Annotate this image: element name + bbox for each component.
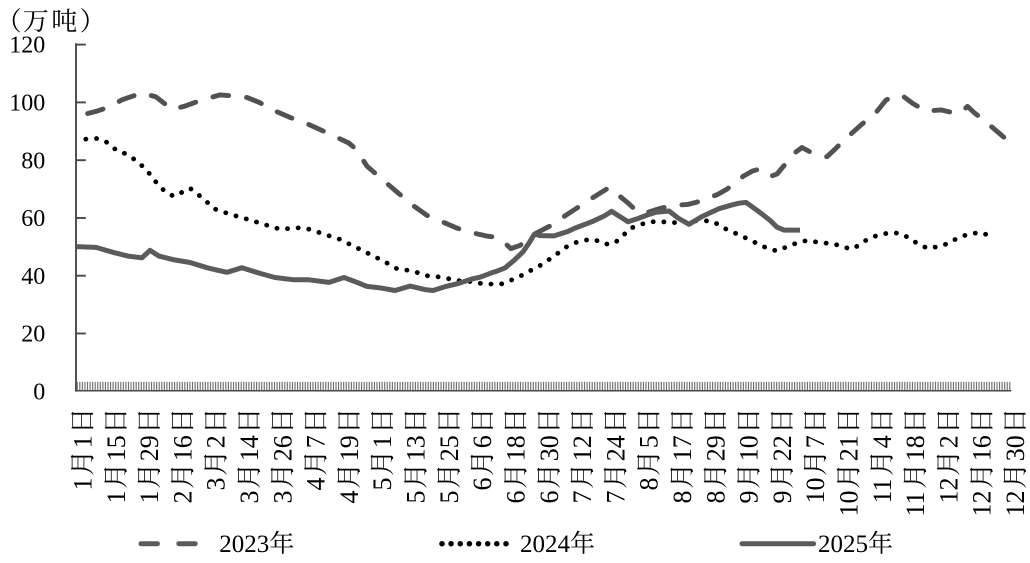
svg-text:1: 1: [102, 491, 131, 504]
svg-text:20: 20: [21, 322, 45, 348]
svg-text:11: 11: [901, 491, 930, 516]
svg-text:0: 0: [33, 379, 45, 405]
svg-text:8: 8: [635, 478, 664, 491]
svg-text:12: 12: [968, 491, 997, 517]
svg-text:6: 6: [502, 491, 531, 504]
svg-text:1: 1: [135, 491, 164, 504]
svg-text:21: 21: [835, 435, 864, 461]
svg-text:13: 13: [402, 435, 431, 461]
svg-text:16: 16: [968, 435, 997, 461]
svg-text:80: 80: [21, 148, 45, 174]
svg-text:10: 10: [735, 435, 764, 461]
svg-text:9: 9: [735, 491, 764, 504]
svg-text:10: 10: [835, 491, 864, 517]
svg-text:30: 30: [535, 435, 564, 461]
svg-text:2025: 2025: [818, 531, 868, 558]
svg-text:1: 1: [69, 435, 98, 448]
svg-text:2: 2: [202, 435, 231, 448]
svg-text:40: 40: [21, 264, 45, 290]
svg-text:1: 1: [368, 435, 397, 448]
svg-text:7: 7: [801, 435, 830, 448]
svg-text:5: 5: [368, 478, 397, 491]
svg-text:4: 4: [335, 491, 364, 504]
svg-text:3: 3: [235, 491, 264, 504]
svg-text:29: 29: [135, 435, 164, 461]
svg-text:3: 3: [268, 491, 297, 504]
svg-text:4: 4: [868, 435, 897, 448]
svg-text:8: 8: [668, 491, 697, 504]
svg-text:11: 11: [868, 478, 897, 503]
svg-text:12: 12: [1001, 491, 1030, 517]
svg-text:120: 120: [9, 33, 45, 59]
svg-text:2024: 2024: [520, 531, 571, 558]
svg-text:3: 3: [202, 478, 231, 491]
svg-text:17: 17: [668, 435, 697, 461]
svg-text:30: 30: [1001, 435, 1030, 461]
svg-text:12: 12: [934, 478, 963, 504]
svg-text:24: 24: [601, 435, 630, 461]
svg-text:18: 18: [901, 435, 930, 461]
svg-text:10: 10: [801, 478, 830, 504]
svg-text:2023: 2023: [219, 531, 269, 558]
svg-text:60: 60: [21, 206, 45, 232]
svg-text:8: 8: [701, 491, 730, 504]
svg-text:6: 6: [535, 491, 564, 504]
svg-text:26: 26: [268, 435, 297, 461]
svg-text:2: 2: [168, 491, 197, 504]
svg-text:22: 22: [768, 435, 797, 461]
svg-text:1: 1: [69, 478, 98, 491]
svg-text:100: 100: [9, 91, 45, 117]
svg-text:5: 5: [635, 435, 664, 448]
svg-text:6: 6: [468, 478, 497, 491]
svg-text:5: 5: [402, 491, 431, 504]
svg-text:29: 29: [701, 435, 730, 461]
svg-text:2: 2: [934, 435, 963, 448]
svg-text:9: 9: [768, 491, 797, 504]
svg-text:15: 15: [102, 435, 131, 461]
svg-text:4: 4: [302, 478, 331, 491]
svg-text:7: 7: [601, 491, 630, 504]
svg-text:16: 16: [168, 435, 197, 461]
svg-text:19: 19: [335, 435, 364, 461]
svg-text:6: 6: [468, 435, 497, 448]
svg-text:18: 18: [502, 435, 531, 461]
svg-text:14: 14: [235, 435, 264, 461]
svg-text:7: 7: [568, 491, 597, 504]
svg-text:12: 12: [568, 435, 597, 461]
svg-text:7: 7: [302, 435, 331, 448]
svg-text:25: 25: [435, 435, 464, 461]
svg-text:5: 5: [435, 491, 464, 504]
